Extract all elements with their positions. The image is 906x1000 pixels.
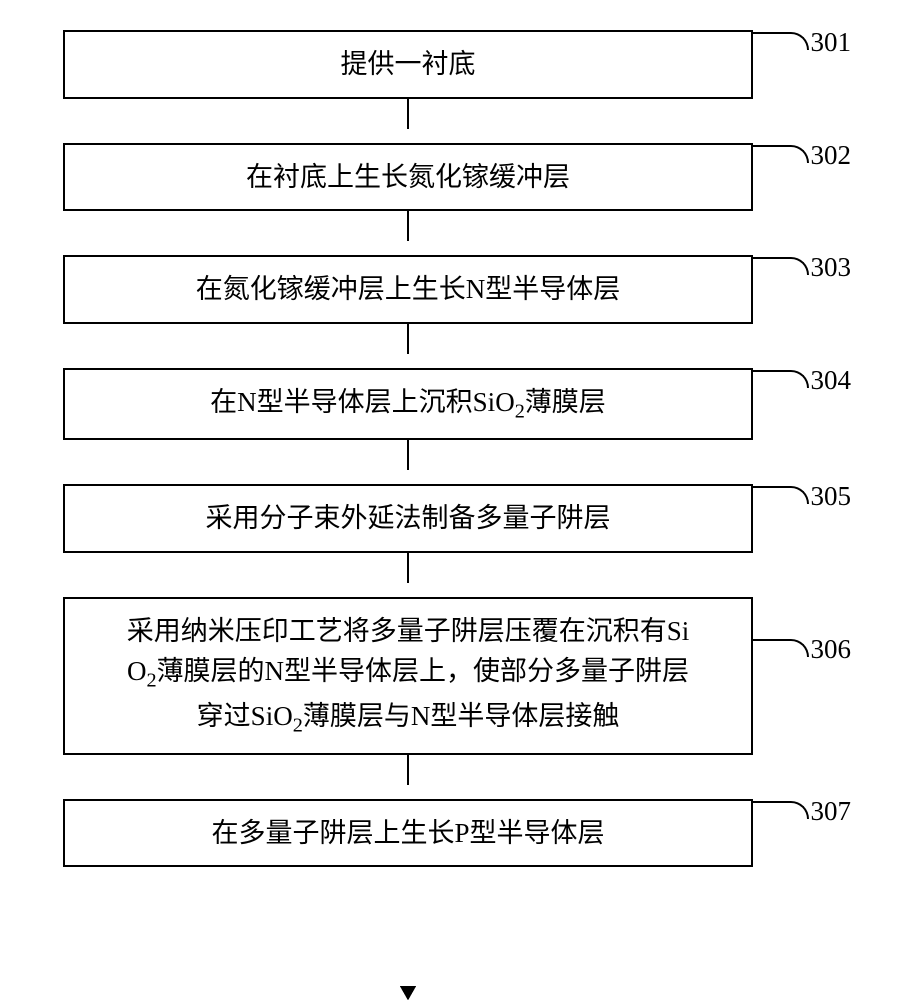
arrow <box>407 553 409 597</box>
step-text: 采用纳米压印工艺将多量子阱层压覆在沉积有SiO2薄膜层的N型半导体层上，使部分多… <box>127 611 690 741</box>
connector-line <box>751 32 809 50</box>
step-label: 303 <box>811 247 852 288</box>
step-box-307: 307 在多量子阱层上生长P型半导体层 <box>63 799 753 868</box>
connector-line <box>751 370 809 388</box>
connector-line <box>751 801 809 819</box>
step-text: 提供一衬底 <box>341 44 476 85</box>
connector-line <box>751 486 809 504</box>
arrow <box>407 755 409 799</box>
step-label: 305 <box>811 476 852 517</box>
step-label: 301 <box>811 22 852 63</box>
step-box-301: 301 提供一衬底 <box>63 30 753 99</box>
connector-line <box>751 257 809 275</box>
step-label: 307 <box>811 791 852 832</box>
arrow <box>407 440 409 484</box>
connector-line <box>751 639 809 657</box>
step-box-302: 302 在衬底上生长氮化镓缓冲层 <box>63 143 753 212</box>
step-label: 306 <box>811 629 852 670</box>
flowchart-container: 301 提供一衬底 302 在衬底上生长氮化镓缓冲层 303 在氮化镓缓冲层上生… <box>0 30 906 867</box>
arrow <box>407 324 409 368</box>
arrow <box>407 99 409 143</box>
step-text: 在多量子阱层上生长P型半导体层 <box>211 813 604 854</box>
step-label: 302 <box>811 135 852 176</box>
step-box-304: 304 在N型半导体层上沉积SiO2薄膜层 <box>63 368 753 441</box>
step-box-303: 303 在氮化镓缓冲层上生长N型半导体层 <box>63 255 753 324</box>
step-text: 采用分子束外延法制备多量子阱层 <box>206 498 611 539</box>
step-box-306: 306 采用纳米压印工艺将多量子阱层压覆在沉积有SiO2薄膜层的N型半导体层上，… <box>63 597 753 755</box>
step-label: 304 <box>811 360 852 401</box>
connector-line <box>751 145 809 163</box>
step-text: 在N型半导体层上沉积SiO2薄膜层 <box>210 382 606 427</box>
arrow <box>407 211 409 255</box>
step-box-305: 305 采用分子束外延法制备多量子阱层 <box>63 484 753 553</box>
step-text: 在衬底上生长氮化镓缓冲层 <box>246 157 570 198</box>
step-text: 在氮化镓缓冲层上生长N型半导体层 <box>196 269 621 310</box>
